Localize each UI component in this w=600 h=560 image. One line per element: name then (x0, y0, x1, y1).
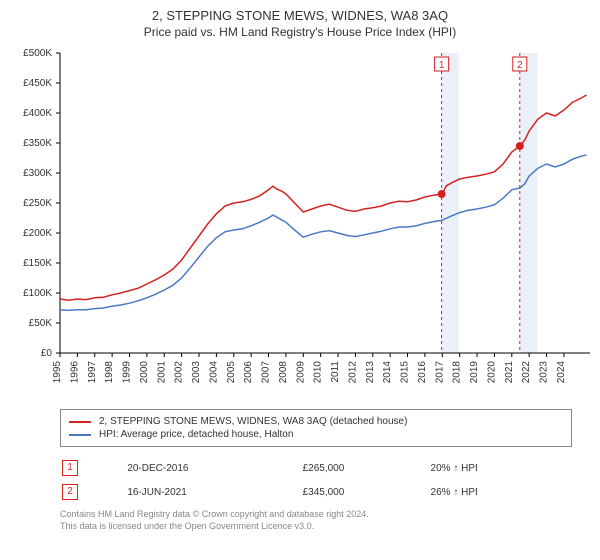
sale-marker-number: 2 (517, 60, 523, 71)
x-axis-label: 2000 (139, 361, 150, 384)
x-axis-label: 2018 (452, 361, 463, 384)
y-axis-label: £200K (23, 228, 52, 239)
y-axis-label: £450K (23, 78, 52, 89)
y-axis-label: £300K (23, 168, 52, 179)
y-axis-label: £500K (23, 48, 52, 59)
sale-marker-badge: 2 (62, 484, 78, 500)
legend-row: HPI: Average price, detached house, Halt… (69, 429, 563, 440)
y-axis-label: £250K (23, 198, 52, 209)
x-axis-label: 2023 (539, 361, 550, 384)
y-axis-label: £350K (23, 138, 52, 149)
y-axis-label: £150K (23, 258, 52, 269)
x-axis-label: 2001 (156, 361, 167, 384)
y-axis-label: £400K (23, 108, 52, 119)
x-axis-label: 1997 (87, 361, 98, 384)
x-axis-label: 2012 (347, 361, 358, 384)
y-axis-label: £0 (41, 348, 53, 359)
x-axis-label: 2010 (313, 361, 324, 384)
legend-swatch-1 (69, 421, 91, 423)
x-axis-label: 2017 (434, 361, 445, 384)
x-axis-label: 2011 (330, 361, 341, 383)
sale-date: 20-DEC-2016 (127, 457, 300, 479)
x-axis-label: 2013 (365, 361, 376, 384)
legend-label: HPI: Average price, detached house, Halt… (99, 429, 293, 440)
x-axis-label: 2019 (469, 361, 480, 384)
chart-title-main: 2, STEPPING STONE MEWS, WIDNES, WA8 3AQ (0, 8, 600, 23)
x-axis-label: 2004 (208, 361, 219, 384)
sale-price: £345,000 (303, 481, 429, 503)
x-axis-label: 1998 (104, 361, 115, 384)
x-axis-label: 2002 (174, 361, 185, 384)
x-axis-label: 2009 (295, 361, 306, 384)
x-axis-label: 1995 (52, 361, 63, 384)
footer-line: This data is licensed under the Open Gov… (60, 521, 572, 533)
sale-marker-number: 1 (439, 60, 445, 71)
x-axis-label: 1996 (69, 361, 80, 384)
legend: 2, STEPPING STONE MEWS, WIDNES, WA8 3AQ … (60, 409, 572, 447)
chart-titles: 2, STEPPING STONE MEWS, WIDNES, WA8 3AQ … (0, 6, 600, 43)
x-axis-label: 2003 (191, 361, 202, 384)
x-axis-label: 2005 (226, 361, 237, 384)
x-axis-label: 2022 (521, 361, 532, 384)
sale-hpi: 20% ↑ HPI (431, 457, 570, 479)
x-axis-label: 2021 (504, 361, 515, 384)
sale-hpi: 26% ↑ HPI (431, 481, 570, 503)
y-axis-label: £100K (23, 288, 52, 299)
x-axis-label: 2014 (382, 361, 393, 384)
x-axis-label: 2024 (556, 361, 567, 384)
x-axis-label: 2007 (261, 361, 272, 384)
x-axis-label: 1999 (122, 361, 133, 384)
x-axis-label: 2006 (243, 361, 254, 384)
legend-label: 2, STEPPING STONE MEWS, WIDNES, WA8 3AQ … (99, 416, 407, 427)
sales-table: 1 20-DEC-2016 £265,000 20% ↑ HPI 2 16-JU… (60, 455, 572, 505)
x-axis-label: 2015 (400, 361, 411, 384)
sale-price: £265,000 (303, 457, 429, 479)
sale-marker-badge: 1 (62, 460, 78, 476)
chart-area: £0 £50K £100K £150K £200K £250K £300K £350K £400… (0, 43, 600, 403)
table-row: 1 20-DEC-2016 £265,000 20% ↑ HPI (62, 457, 570, 479)
chart-title-sub: Price paid vs. HM Land Registry's House … (0, 25, 600, 39)
line-chart: £0 £50K £100K £150K £200K £250K £300K £350K £400… (0, 43, 600, 403)
sale-date: 16-JUN-2021 (127, 481, 300, 503)
y-axis-label: £50K (29, 318, 53, 329)
legend-row: 2, STEPPING STONE MEWS, WIDNES, WA8 3AQ … (69, 416, 563, 427)
legend-swatch-2 (69, 434, 91, 436)
x-axis-label: 2020 (486, 361, 497, 384)
footer-attribution: Contains HM Land Registry data © Crown c… (60, 509, 572, 532)
footer-line: Contains HM Land Registry data © Crown c… (60, 509, 572, 521)
table-row: 2 16-JUN-2021 £345,000 26% ↑ HPI (62, 481, 570, 503)
x-axis-label: 2008 (278, 361, 289, 384)
x-axis-label: 2016 (417, 361, 428, 384)
